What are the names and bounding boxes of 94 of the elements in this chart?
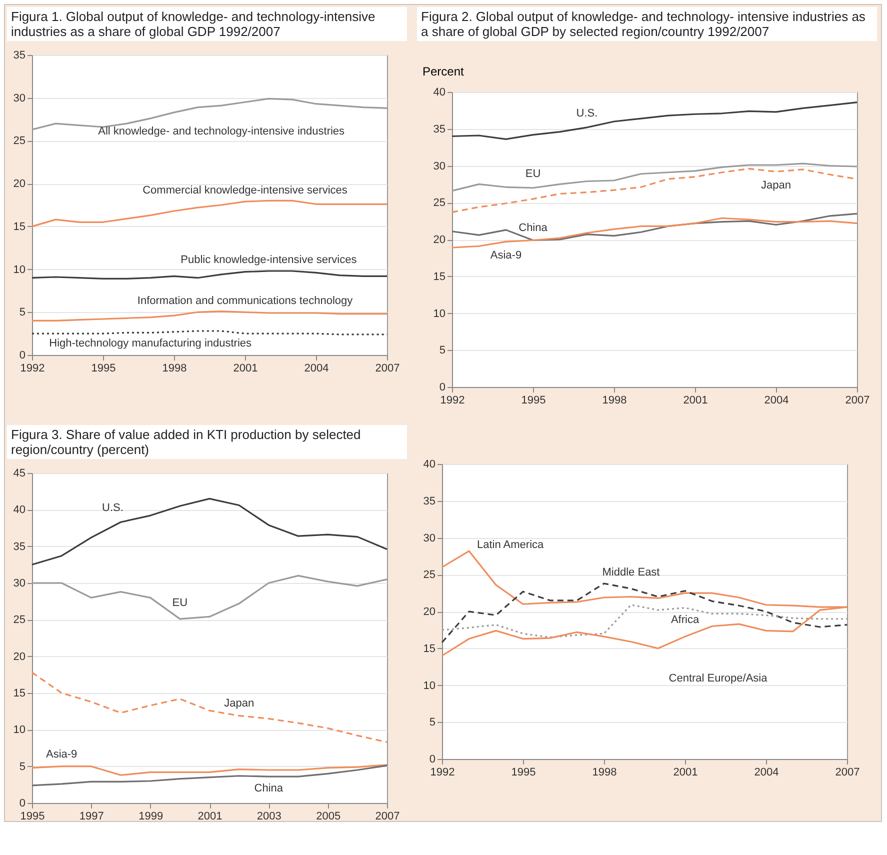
x-tick-label: 2007 <box>835 766 860 778</box>
series-label: All knowledge- and technology-intensive industries <box>98 126 346 138</box>
x-tick-label: 2001 <box>233 362 258 374</box>
line-series <box>31 764 388 776</box>
series-label: High-technology manufacturing industries <box>49 338 252 350</box>
series-label: Africa <box>670 614 700 626</box>
x-tick-label: 2007 <box>845 394 870 406</box>
y-tick-label: 5 <box>19 760 26 773</box>
line-series <box>31 270 388 280</box>
line-series <box>31 672 388 743</box>
x-tick-label: 1995 <box>20 810 45 822</box>
series-label: EU <box>172 596 188 609</box>
series-label: Public knowledge-intensive services <box>180 254 358 266</box>
y-tick-label: 40 <box>423 458 436 470</box>
y-tick-label: 35 <box>423 495 436 508</box>
y-tick-label: 5 <box>19 306 26 319</box>
line-series <box>31 310 388 322</box>
line-series <box>31 200 388 228</box>
x-tick-label: 1998 <box>162 362 187 374</box>
y-tick-label: 30 <box>423 532 436 544</box>
chart-title: Figura 2. Global output of knowledge- and technology- intensive industries as a share of global GDP by selected region/country 1992/2007 <box>417 7 877 41</box>
y-tick-label: 20 <box>423 606 436 618</box>
text: Central Europe/Asia <box>668 672 768 684</box>
x-tick-label: 1999 <box>138 810 164 822</box>
chart-title: Figura 1. Global output of knowledge- and technology-intensive industries as a share of global GDP 1992/2007 <box>7 7 407 41</box>
line-series <box>31 498 388 566</box>
x-tick-label: 2004 <box>764 394 789 406</box>
y-tick-label: 0 <box>439 382 446 394</box>
line-series <box>441 582 848 644</box>
y-tick-label: 20 <box>433 234 446 246</box>
y-tick-label: 5 <box>429 716 436 729</box>
y-tick-label: 15 <box>13 688 26 700</box>
y-tick-label: 15 <box>423 642 436 655</box>
x-tick-label: 1995 <box>521 394 546 406</box>
y-tick-label: 45 <box>13 468 26 480</box>
line-series <box>451 217 858 248</box>
x-tick-label: 2007 <box>375 810 400 822</box>
y-tick-label: 0 <box>19 798 26 810</box>
series-label: Commercial knowledge-intensive services <box>142 184 348 197</box>
y-tick-label: 25 <box>423 569 436 582</box>
chart-title: Figura 3. Share of value added in KTI production by selected region/country (percent) <box>7 425 407 459</box>
x-tick-label: 1998 <box>592 766 617 778</box>
x-tick-label: 2001 <box>683 394 708 406</box>
y-tick-label: 10 <box>13 264 26 276</box>
line-series <box>451 102 858 140</box>
series-label: Asia-9 <box>490 250 522 262</box>
x-tick-label: 2005 <box>316 810 341 822</box>
y-tick-label: 15 <box>13 220 26 233</box>
y-axis-title: Percent <box>422 64 465 78</box>
x-tick-label: 1995 <box>91 362 116 374</box>
y-tick-label: 30 <box>13 578 26 590</box>
series-label: U.S. <box>576 107 598 120</box>
x-tick-label: 2004 <box>754 766 779 778</box>
x-tick-label: 2007 <box>375 362 400 374</box>
x-tick-label: 2004 <box>304 362 329 374</box>
series-label: Asia-9 <box>46 748 78 760</box>
x-tick-label: 2001 <box>673 766 698 778</box>
y-tick-label: 35 <box>13 50 26 62</box>
x-tick-label: 1998 <box>602 394 627 406</box>
y-tick-label: 10 <box>423 680 436 692</box>
y-tick-label: 10 <box>13 724 26 736</box>
y-tick-label: 0 <box>429 754 436 766</box>
series-label: Information and communications technology <box>137 295 354 308</box>
series-label: China <box>254 782 284 795</box>
series-label: EU <box>525 168 541 180</box>
y-tick-label: 30 <box>433 160 446 172</box>
line-series <box>451 212 858 242</box>
y-tick-label: 5 <box>439 344 446 357</box>
x-tick-label: 1997 <box>79 810 104 822</box>
series-label: Japan <box>761 180 791 192</box>
y-tick-label: 15 <box>433 270 446 283</box>
series-label: Latin America <box>477 539 545 552</box>
x-tick-label: 1995 <box>511 766 536 778</box>
y-tick-label: 25 <box>13 135 26 148</box>
x-tick-label: 1992 <box>440 394 465 406</box>
series-label: Japan <box>224 698 254 710</box>
x-tick-label: 1992 <box>430 766 455 778</box>
y-tick-label: 25 <box>13 614 26 626</box>
series-label: Middle East <box>602 566 660 579</box>
y-tick-label: 35 <box>433 123 446 136</box>
series-label: U.S. <box>102 502 124 514</box>
y-tick-label: 0 <box>19 350 26 362</box>
y-tick-label: 20 <box>13 650 26 663</box>
y-tick-label: 10 <box>433 308 446 320</box>
x-tick-label: 2003 <box>256 810 282 822</box>
y-tick-label: 40 <box>13 504 26 516</box>
y-tick-label: 30 <box>13 92 26 104</box>
series-label: China <box>518 222 548 234</box>
x-tick-label: 2001 <box>198 810 222 822</box>
y-tick-label: 20 <box>13 178 26 190</box>
y-tick-label: 35 <box>13 540 26 553</box>
y-tick-label: 40 <box>433 86 446 98</box>
y-tick-label: 25 <box>433 197 446 210</box>
x-tick-label: 1992 <box>20 362 45 374</box>
